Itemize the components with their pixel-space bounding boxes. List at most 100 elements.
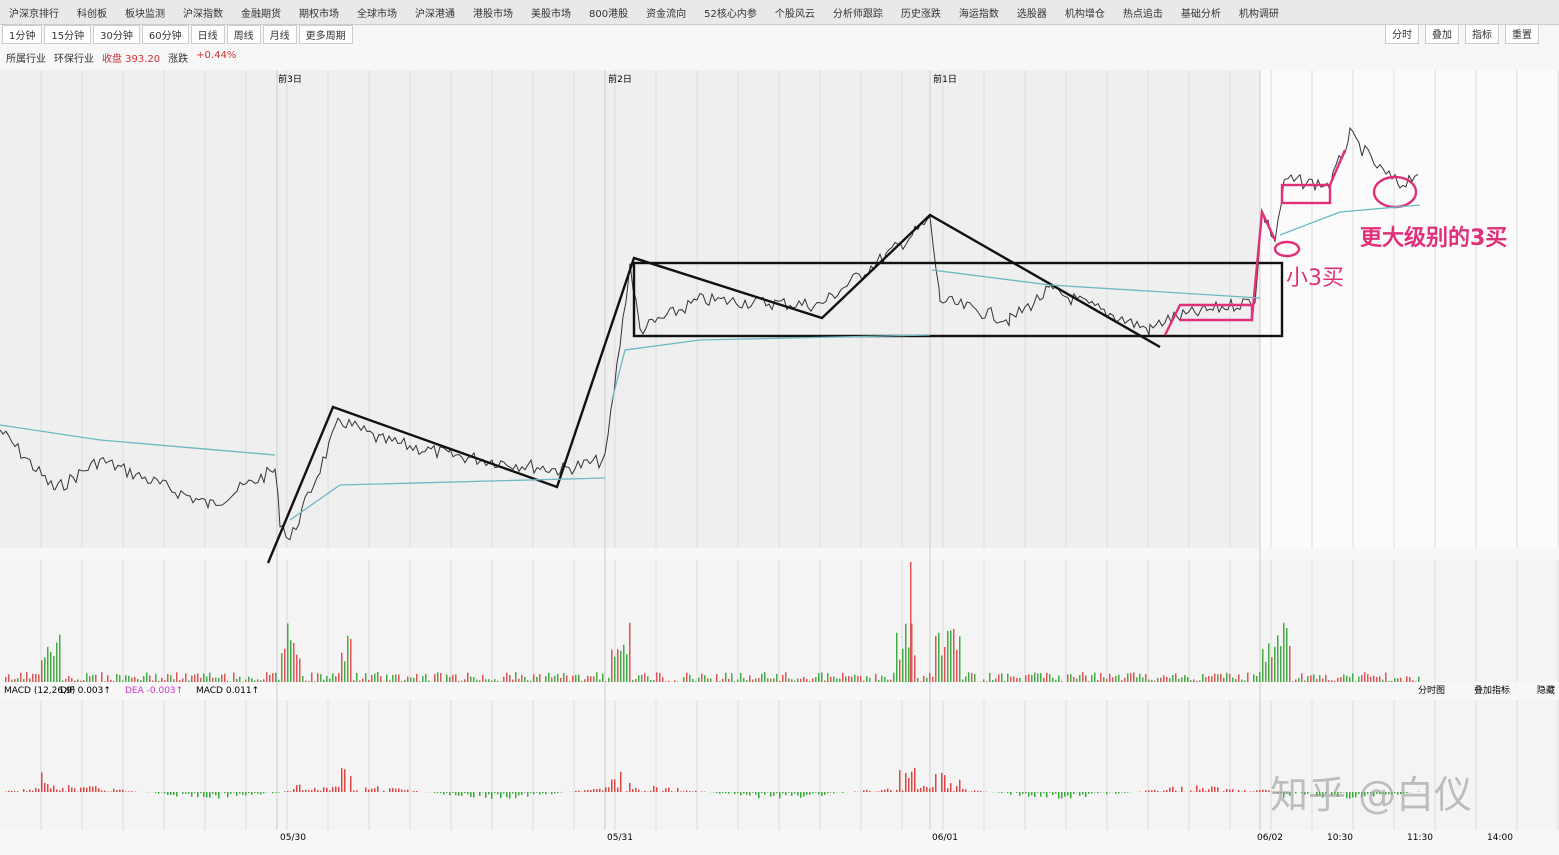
period-tab[interactable]: 月线 <box>262 25 297 44</box>
toolbar-tab[interactable]: 板块监测 <box>125 8 165 20</box>
toolbar-tab[interactable]: 港股市场 <box>473 8 513 20</box>
day-label: 前2日 <box>608 73 632 85</box>
volume-bar <box>605 681 607 682</box>
volume-bar <box>1334 680 1336 682</box>
volume-bar <box>17 678 19 682</box>
macd-bar <box>251 792 253 795</box>
macd-bar <box>686 790 688 792</box>
macd-bar <box>1064 792 1066 797</box>
toolbar-tab[interactable]: 美股市场 <box>531 8 571 20</box>
macd-bar <box>1385 792 1387 795</box>
toolbar-tab[interactable]: 资金流向 <box>646 8 687 20</box>
volume-bar <box>557 674 559 682</box>
macd-bar <box>50 788 52 792</box>
macd-bar <box>935 773 937 792</box>
macd-bar <box>1262 789 1264 792</box>
close: 收盘 393.20 <box>102 54 161 65</box>
macd-bar <box>683 791 685 792</box>
macd-bar <box>1001 792 1003 794</box>
volume-bar <box>746 680 748 682</box>
macd-bar <box>1010 792 1012 795</box>
toolbar-tab[interactable]: 海运指数 <box>958 8 999 20</box>
macd-bar <box>1058 792 1060 799</box>
period-tab[interactable]: 更多周期 <box>298 25 353 44</box>
toolbar-tab[interactable]: 沪深指数 <box>183 8 223 20</box>
volume-bar <box>548 672 550 682</box>
volume-bar <box>761 673 763 682</box>
volume-bar <box>989 672 991 682</box>
toolbar-tab[interactable]: 历史涨跌 <box>900 8 941 20</box>
macd-bar <box>1106 792 1108 795</box>
macd-bar <box>758 792 760 799</box>
toolbar-tab[interactable]: 沪深港通 <box>415 8 455 20</box>
volume-bar <box>791 679 793 682</box>
toolbar-tab[interactable]: 金融期货 <box>241 8 281 20</box>
volume-bar <box>1028 674 1030 682</box>
volume-bar <box>311 672 313 682</box>
toolbar-button[interactable]: 分时 <box>1385 24 1419 44</box>
volume-bar <box>992 679 994 682</box>
toolbar-tab[interactable]: 基础分析 <box>1180 8 1221 20</box>
macd-bar <box>260 792 262 795</box>
macd-bar <box>524 792 526 793</box>
toolbar-tab[interactable]: 选股器 <box>1016 8 1047 20</box>
toolbar-tab[interactable]: 热点追击 <box>1122 8 1163 20</box>
macd-bar <box>194 792 196 793</box>
macd-bar <box>68 785 70 792</box>
toolbar-button[interactable]: 叠加 <box>1425 24 1459 44</box>
macd-bar <box>914 767 916 792</box>
macd-bar <box>89 786 91 792</box>
volume-bar <box>1187 677 1189 682</box>
macd-bar <box>803 792 805 797</box>
toolbar-tab[interactable]: 52核心内参 <box>704 8 757 20</box>
period-tab[interactable]: 周线 <box>226 25 261 44</box>
macd-bar <box>1277 792 1279 794</box>
macd-bar <box>1340 792 1342 794</box>
volume-bar <box>920 681 922 682</box>
volume-bar <box>956 649 958 682</box>
volume-bar <box>317 673 319 682</box>
toolbar-tab[interactable]: 科创板 <box>77 8 107 20</box>
period-tab[interactable]: 30分钟 <box>93 25 140 44</box>
macd-bar <box>512 792 514 794</box>
toolbar-tab[interactable]: 分析师跟踪 <box>832 8 883 20</box>
volume-bar <box>599 679 601 682</box>
toolbar-tab[interactable]: 800港股 <box>589 8 629 20</box>
volume-bar <box>1328 680 1330 682</box>
toolbar-button[interactable]: 指标 <box>1465 24 1499 44</box>
toolbar-tab[interactable]: 沪深京排行 <box>9 8 59 20</box>
volume-bar <box>422 676 424 682</box>
volume-bar <box>1163 675 1165 682</box>
toolbar-tab[interactable]: 机构增仓 <box>1064 8 1105 20</box>
toolbar-tab[interactable]: 机构调研 <box>1238 8 1279 20</box>
toolbar-tab[interactable]: 个股风云 <box>774 8 815 20</box>
volume-bar <box>425 673 427 682</box>
macd-bar <box>689 791 691 792</box>
macd-bar <box>1301 792 1303 794</box>
macd-bar <box>434 792 436 793</box>
period-tab[interactable]: 60分钟 <box>141 25 189 44</box>
toolbar-button[interactable]: 重置 <box>1505 24 1539 44</box>
toolbar-tab[interactable]: 期权市场 <box>299 8 339 20</box>
volume-bar <box>143 676 145 682</box>
volume-bar <box>794 680 796 682</box>
period-tab[interactable]: 1分钟 <box>2 25 43 44</box>
panel-button: 分时图 <box>1418 684 1445 696</box>
volume-bar <box>947 630 949 682</box>
macd-bar <box>383 790 385 792</box>
macd-bar <box>1349 792 1351 799</box>
macd-bar <box>920 787 922 792</box>
volume-bar <box>770 678 772 682</box>
volume-bar <box>1136 677 1138 682</box>
toolbar-tab[interactable]: 全球市场 <box>357 8 397 20</box>
macd-bar <box>1361 792 1363 798</box>
volume-bar <box>968 672 970 682</box>
volume-bar <box>740 672 742 682</box>
volume-bar <box>203 673 205 682</box>
macd-bar <box>1115 792 1117 794</box>
volume-bar <box>923 675 925 682</box>
period-tab[interactable]: 日线 <box>190 25 225 44</box>
period-tab[interactable]: 15分钟 <box>44 25 92 44</box>
macd-bar <box>14 791 16 792</box>
macd-bar <box>635 787 637 792</box>
